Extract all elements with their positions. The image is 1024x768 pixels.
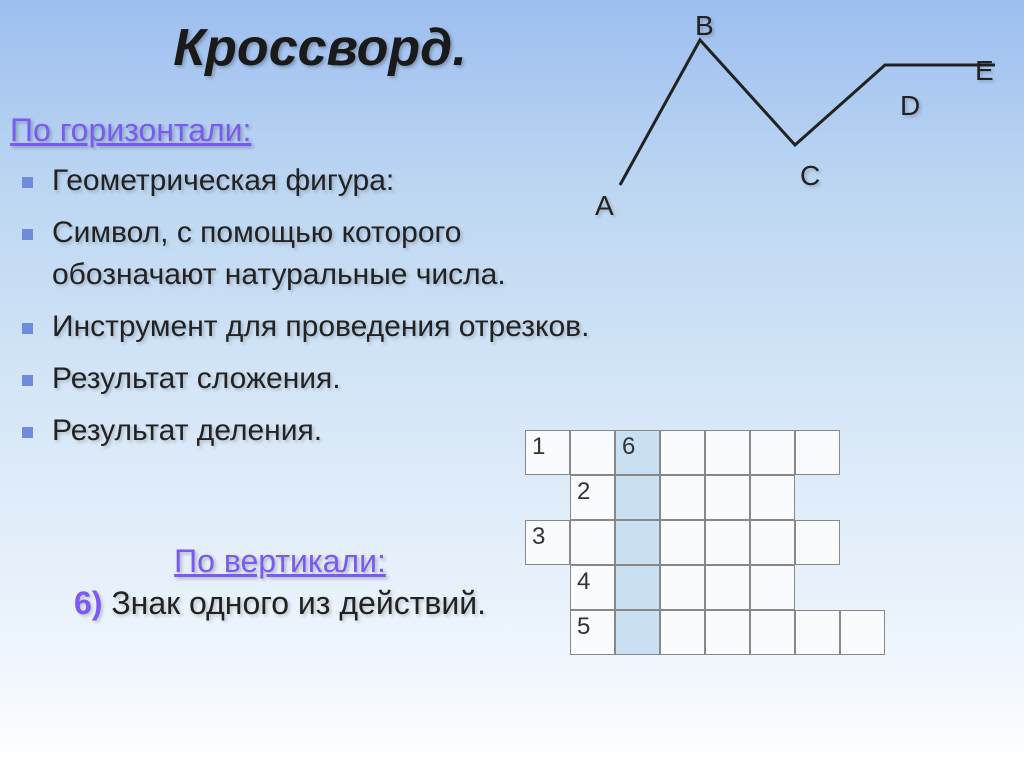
grid-cell [660,565,705,610]
clue-item: Символ, с помощью которого обозначают на… [22,212,622,296]
grid-cell: 4 [570,565,615,610]
diagram-label-e: E [975,55,994,87]
diagram-label-b: B [695,10,714,42]
grid-spacer [525,565,570,610]
vertical-clue: 6) Знак одного из действий. [74,585,486,621]
grid-cell [795,520,840,565]
grid-cell [750,610,795,655]
diagram-label-a: A [595,190,614,222]
grid-row: 4 [525,565,885,610]
grid-cell [750,475,795,520]
grid-cell: 1 [525,430,570,475]
grid-spacer [525,475,570,520]
grid-cell [705,565,750,610]
grid-cell [660,430,705,475]
grid-cell: 6 [615,430,660,475]
clue-item: Инструмент для проведения отрезков. [22,306,622,348]
grid-cell: 5 [570,610,615,655]
grid-cell [570,520,615,565]
grid-cell [570,430,615,475]
grid-cell [615,565,660,610]
horizontal-heading: По горизонтали: [10,112,251,149]
grid-cell [705,475,750,520]
clue-item: Геометрическая фигура: [22,160,622,202]
grid-row: 16 [525,430,885,475]
grid-cell [705,430,750,475]
grid-cell [840,610,885,655]
grid-cell [660,610,705,655]
grid-cell [750,430,795,475]
diagram-label-c: C [800,160,820,192]
vertical-clue-text: Знак одного из действий. [102,585,486,621]
grid-cell [750,565,795,610]
grid-cell [660,475,705,520]
grid-spacer [525,610,570,655]
grid-cell [705,610,750,655]
grid-cell [660,520,705,565]
vertical-clue-number: 6) [74,585,102,621]
vertical-heading: По вертикали: [174,543,386,579]
grid-row: 5 [525,610,885,655]
clue-item: Результат сложения. [22,358,622,400]
vertical-clues-block: По вертикали: 6) Знак одного из действий… [70,540,490,624]
horizontal-clues-list: Геометрическая фигура: Символ, с помощью… [22,160,622,462]
grid-cell [615,520,660,565]
grid-row: 2 [525,475,885,520]
grid-row: 3 [525,520,885,565]
grid-cell: 3 [525,520,570,565]
crossword-grid: 162345 [525,430,885,655]
diagram-label-d: D [900,90,920,122]
grid-cell [615,610,660,655]
grid-cell [795,430,840,475]
grid-cell [750,520,795,565]
grid-cell: 2 [570,475,615,520]
grid-cell [795,610,840,655]
page-title: Кроссворд. [0,18,640,78]
grid-cell [705,520,750,565]
grid-cell [615,475,660,520]
